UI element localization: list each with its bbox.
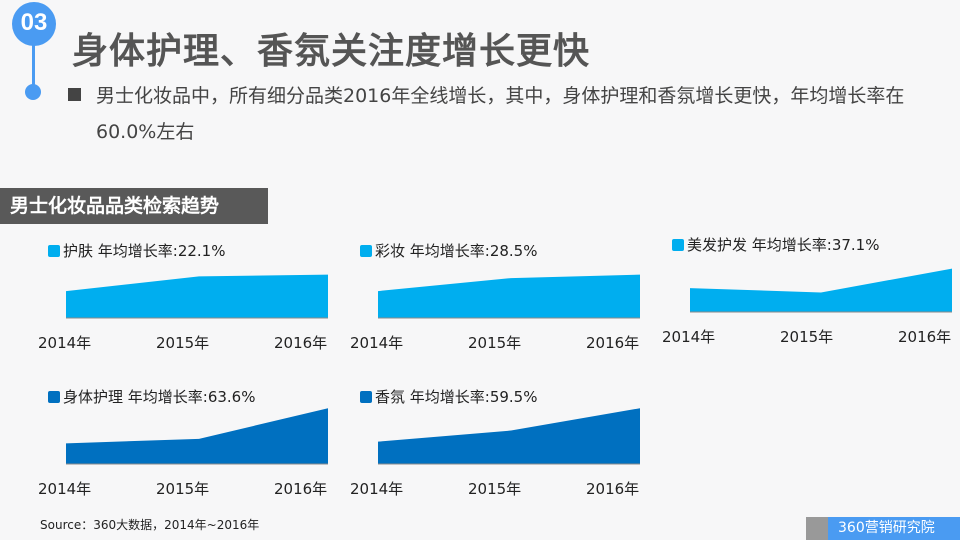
section-number-badge: 03 (12, 2, 56, 46)
x-axis-label: 2014年 (38, 334, 92, 352)
chart-legend: 香氛 年均增长率:59.5% (360, 386, 537, 407)
legend-swatch-icon (360, 390, 372, 403)
x-axis-label: 2015年 (468, 334, 522, 352)
x-axis-label: 2015年 (156, 480, 210, 498)
area-chart: 身体护理 年均增长率:63.6% 2014年 2015年 2016年 (38, 386, 338, 506)
legend-swatch-icon (672, 238, 684, 251)
x-axis-label: 2015年 (780, 328, 834, 346)
x-axis-label: 2014年 (350, 480, 404, 498)
x-axis-label: 2014年 (662, 328, 716, 346)
brand-accent (806, 517, 828, 540)
x-axis-label: 2014年 (38, 480, 92, 498)
legend-swatch-icon (48, 390, 60, 403)
pin-line (32, 44, 35, 86)
description: 男士化妆品中，所有细分品类2016年全线增长，其中，身体护理和香氛增长更快，年均… (96, 85, 905, 143)
pin-dot (25, 84, 41, 100)
source-note: Source：360大数据，2014年~2016年 (40, 518, 260, 532)
chart-legend: 护肤 年均增长率:22.1% (48, 240, 225, 261)
x-axis-label: 2016年 (586, 480, 640, 498)
legend-swatch-icon (360, 244, 372, 257)
legend-label: 美发护发 年均增长率:37.1% (687, 236, 880, 254)
section-label: 男士化妆品品类检索趋势 (0, 188, 268, 224)
area-chart: 彩妆 年均增长率:28.5% 2014年 2015年 2016年 (350, 240, 650, 360)
legend-label: 身体护理 年均增长率:63.6% (63, 388, 256, 406)
x-axis-label: 2016年 (586, 334, 640, 352)
page-title: 身体护理、香氛关注度增长更快 (72, 31, 591, 72)
legend-label: 彩妆 年均增长率:28.5% (375, 242, 538, 260)
legend-swatch-icon (48, 244, 60, 257)
area-chart: 香氛 年均增长率:59.5% 2014年 2015年 2016年 (350, 386, 650, 506)
chart-legend: 美发护发 年均增长率:37.1% (672, 234, 879, 255)
legend-label: 香氛 年均增长率:59.5% (375, 388, 538, 406)
x-axis-label: 2015年 (468, 480, 522, 498)
brand-logo: 360营销研究院 (828, 517, 960, 540)
chart-legend: 彩妆 年均增长率:28.5% (360, 240, 537, 261)
chart-legend: 身体护理 年均增长率:63.6% (48, 386, 255, 407)
x-axis-label: 2015年 (156, 334, 210, 352)
area-chart: 护肤 年均增长率:22.1% 2014年 2015年 2016年 (38, 240, 338, 360)
x-axis-label: 2016年 (898, 328, 952, 346)
legend-label: 护肤 年均增长率:22.1% (63, 242, 226, 260)
area-chart: 美发护发 年均增长率:37.1% 2014年 2015年 2016年 (662, 234, 960, 354)
x-axis-label: 2016年 (274, 480, 328, 498)
bullet-icon (68, 88, 81, 101)
x-axis-label: 2016年 (274, 334, 328, 352)
x-axis-label: 2014年 (350, 334, 404, 352)
